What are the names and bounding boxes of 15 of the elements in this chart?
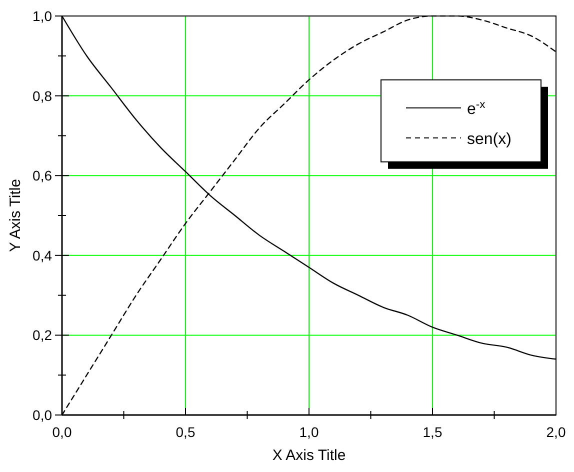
- legend-label: sen(x): [467, 130, 512, 148]
- y-tick-label: 0,8: [32, 88, 52, 104]
- x-axis-title: X Axis Title: [272, 447, 346, 464]
- y-tick-label: 0,0: [32, 407, 52, 423]
- x-tick-label: 1,0: [299, 424, 319, 440]
- x-tick-label: 1,5: [422, 424, 442, 440]
- y-tick-label: 1,0: [32, 8, 52, 24]
- x-tick-label: 0,0: [52, 424, 72, 440]
- y-tick-label: 0,6: [32, 168, 52, 184]
- legend-label: e$^{-x}$: [467, 98, 486, 118]
- x-tick-label: 2,0: [546, 424, 566, 440]
- y-tick-label: 0,2: [32, 327, 52, 344]
- y-tick-label: 0,4: [32, 247, 52, 264]
- y-axis-title: Y Axis Title: [7, 178, 24, 252]
- x-tick-label: 0,5: [176, 424, 196, 440]
